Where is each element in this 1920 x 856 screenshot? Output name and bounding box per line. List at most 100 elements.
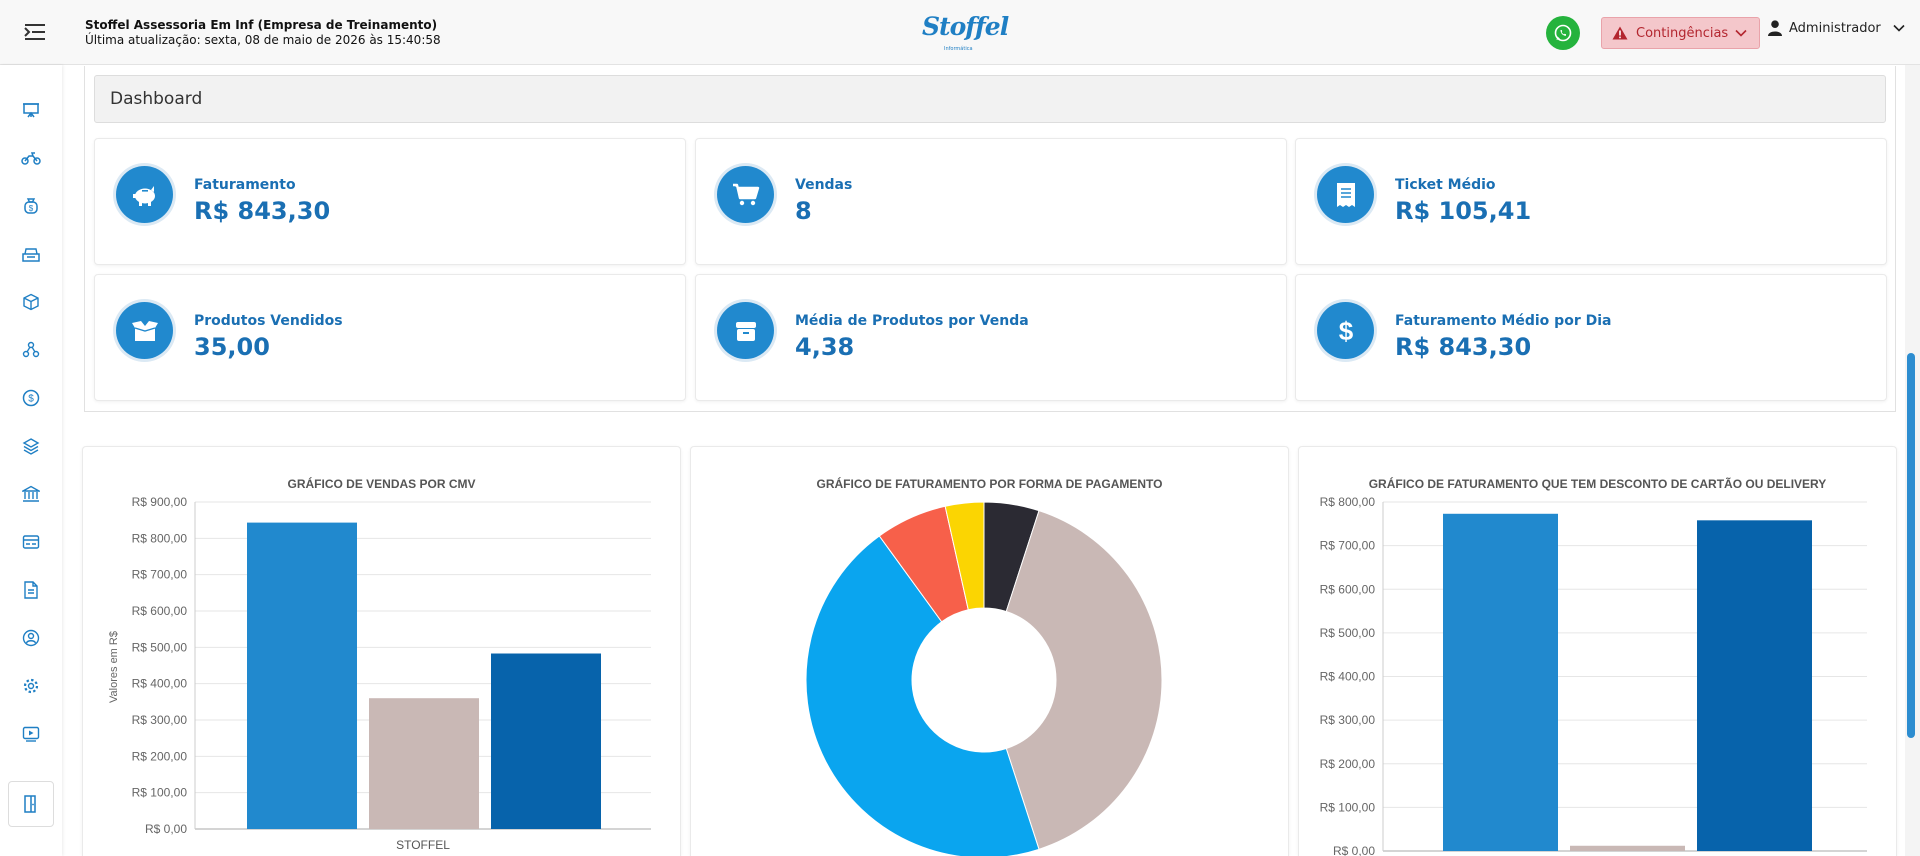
y-tick-label: R$ 800,00 (132, 531, 188, 545)
kpi-value: 4,38 (795, 333, 855, 361)
card-list-icon (22, 535, 40, 549)
kpi-icon-circle: $ (1317, 302, 1374, 359)
kpi-value: R$ 843,30 (194, 197, 331, 225)
kpi-label: Faturamento Médio por Dia (1395, 313, 1612, 329)
kpi-value: R$ 105,41 (1395, 197, 1532, 225)
contingencias-label: Contingências (1636, 25, 1729, 41)
y-tick-label: R$ 900,00 (132, 495, 188, 509)
layers-icon (22, 438, 40, 455)
exit-door-icon (24, 795, 36, 813)
contingencias-dropdown[interactable]: Contingências (1601, 17, 1760, 49)
sidebar-item-money-bag[interactable]: $ (20, 195, 42, 217)
y-tick-label: R$ 200,00 (1320, 757, 1376, 771)
scrollbar-thumb[interactable] (1907, 353, 1915, 738)
chevron-down-icon (1735, 29, 1747, 37)
kpi-value: 35,00 (194, 333, 270, 361)
kpi-card-media-produtos: Média de Produtos por Venda 4,38 (695, 274, 1287, 401)
warning-icon (1612, 26, 1628, 40)
y-tick-label: R$ 400,00 (132, 677, 188, 691)
kpi-value: 8 (795, 197, 812, 225)
y-tick-label: R$ 800,00 (1320, 495, 1376, 509)
y-tick-label: R$ 300,00 (132, 713, 188, 727)
chart-card-pagamento: GRÁFICO DE FATURAMENTO POR FORMA DE PAGA… (690, 446, 1289, 856)
sidebar-item-videos[interactable] (20, 723, 42, 745)
motorcycle-icon (21, 152, 41, 165)
logo-text: Stoffel (922, 12, 1009, 41)
gear-icon (23, 678, 39, 694)
y-tick-label: R$ 200,00 (132, 749, 188, 763)
pie-slice (944, 501, 985, 611)
chart-title: GRÁFICO DE FATURAMENTO QUE TEM DESCONTO … (1368, 477, 1827, 491)
x-axis-category: STOFFEL (396, 838, 450, 852)
y-tick-label: R$ 600,00 (132, 604, 188, 618)
cash-register-icon (22, 248, 40, 262)
kpi-icon-circle (717, 166, 774, 223)
kpi-card-faturamento-medio: $ Faturamento Médio por Dia R$ 843,30 (1295, 274, 1887, 401)
bar (369, 698, 479, 829)
presentation-icon (23, 103, 39, 118)
kpi-card-ticket-medio: Ticket Médio R$ 105,41 (1295, 138, 1887, 265)
y-tick-label: R$ 500,00 (132, 640, 188, 654)
kpi-card-vendas: Vendas 8 (695, 138, 1287, 265)
menu-toggle-icon[interactable] (22, 20, 48, 44)
open-box-icon (131, 320, 158, 341)
user-name: Administrador (1789, 20, 1881, 36)
svg-text:$: $ (29, 204, 34, 213)
exit-button[interactable] (8, 781, 54, 827)
kpi-label: Produtos Vendidos (194, 313, 343, 329)
sidebar-item-settings[interactable] (20, 675, 42, 697)
user-icon (1768, 20, 1782, 36)
bar (1570, 845, 1685, 851)
bar (491, 653, 601, 829)
whatsapp-button[interactable] (1546, 16, 1580, 50)
sidebar-item-cash-register[interactable] (20, 243, 42, 265)
bar (247, 522, 357, 829)
sidebar-item-bank[interactable] (20, 483, 42, 505)
page-title: Dashboard (94, 75, 1886, 123)
dollar-circle-icon: $ (22, 389, 40, 407)
sidebar-item-delivery[interactable] (20, 147, 42, 169)
desconto-bar-chart: R$ 0,00 R$ 100,00 R$ 200,00 R$ 300,00 R$ 400… (1320, 495, 1867, 856)
stoffel-logo[interactable]: Stoffel Informática (922, 12, 1009, 54)
kpi-label: Vendas (795, 177, 853, 193)
sidebar-item-documents[interactable] (20, 579, 42, 601)
logo-subtext: Informática (944, 46, 973, 52)
kpi-label: Faturamento (194, 177, 296, 193)
money-bag-icon: $ (24, 198, 38, 214)
chart-card-desconto: GRÁFICO DE FATURAMENTO QUE TEM DESCONTO … (1298, 446, 1897, 856)
top-header: Stoffel Assessoria Em Inf (Empresa de Tr… (0, 0, 1920, 65)
sidebar-item-cards[interactable] (20, 531, 42, 553)
sidebar-item-presentation[interactable] (20, 99, 42, 121)
kpi-icon-circle (116, 302, 173, 359)
gift-box-icon (735, 321, 756, 341)
pagamento-donut-chart (805, 501, 1163, 856)
sidebar-item-finance[interactable]: $ (20, 387, 42, 409)
chart-title: GRÁFICO DE VENDAS POR CMV (287, 477, 476, 491)
y-tick-label: R$ 0,00 (1333, 844, 1375, 856)
y-tick-label: R$ 600,00 (1320, 582, 1376, 596)
kpi-icon-circle (116, 166, 173, 223)
bar (1443, 513, 1558, 851)
kpi-icon-circle (1317, 166, 1374, 223)
receipt-icon (1336, 182, 1355, 207)
chart-card-cmv: GRÁFICO DE VENDAS POR CMV Valores em R$ … (82, 446, 681, 856)
y-tick-label: R$ 100,00 (1320, 800, 1376, 814)
y-tick-label: R$ 0,00 (145, 822, 187, 836)
svg-text:$: $ (1338, 317, 1353, 345)
video-icon (22, 726, 40, 742)
chevron-down-icon (1893, 24, 1905, 32)
y-axis-title: Valores em R$ (108, 631, 120, 703)
y-tick-label: R$ 100,00 (132, 786, 188, 800)
y-tick-label: R$ 500,00 (1320, 626, 1376, 640)
sidebar-item-box[interactable] (20, 291, 42, 313)
kpi-card-faturamento: Faturamento R$ 843,30 (94, 138, 686, 265)
sidebar-item-user-settings[interactable] (20, 627, 42, 649)
sidebar-item-layers[interactable] (20, 435, 42, 457)
box-icon (23, 293, 39, 311)
sidebar-item-network[interactable] (20, 339, 42, 361)
kpi-label: Média de Produtos por Venda (795, 313, 1029, 329)
user-menu[interactable]: Administrador (1768, 20, 1905, 36)
kpi-label: Ticket Médio (1395, 177, 1496, 193)
cmv-bar-chart: Valores em R$ STOFFEL R$ 0,00 R$ 100,00 R$… (108, 495, 651, 852)
pie-slice (805, 535, 1040, 856)
